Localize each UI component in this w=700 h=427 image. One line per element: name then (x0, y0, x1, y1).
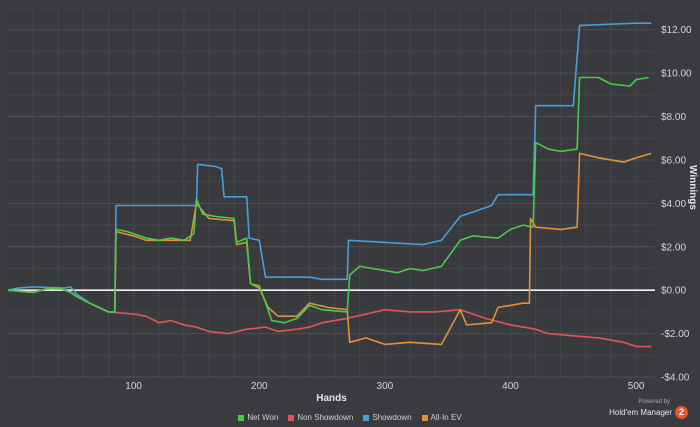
legend-label: Non Showdown (297, 413, 354, 422)
legend-swatch-icon (288, 414, 295, 421)
chart-legend: Net Won Non Showdown Showdown All-In EV (0, 413, 700, 422)
y-tick-label: $2.00 (661, 242, 686, 253)
y-tick-label: $6.00 (661, 155, 686, 166)
legend-item-non-showdown[interactable]: Non Showdown (288, 413, 353, 422)
legend-item-all-in-ev[interactable]: All-In EV (421, 413, 462, 422)
x-tick-label: 400 (502, 381, 519, 392)
y-tick-label: -$2.00 (661, 329, 690, 340)
y-tick-label: $12.00 (661, 25, 692, 36)
y-tick-label: $0.00 (661, 286, 686, 297)
plot-area (8, 8, 655, 377)
x-tick-label: 100 (125, 381, 142, 392)
powered-by-label: Powered by (638, 399, 670, 405)
y-axis-title: Winnings (687, 165, 698, 210)
legend-swatch-icon (363, 414, 370, 421)
branding: Powered by Hold'em Manager 2 (609, 399, 688, 421)
legend-item-net-won[interactable]: Net Won (238, 413, 278, 422)
legend-label: Showdown (372, 413, 412, 422)
y-tick-label: -$4.00 (661, 373, 690, 384)
legend-swatch-icon (421, 414, 428, 421)
x-tick-label: 200 (251, 381, 268, 392)
legend-swatch-icon (238, 414, 245, 421)
product-name: Hold'em Manager (609, 407, 672, 417)
x-axis-title: Hands (316, 393, 347, 404)
y-tick-label: $10.00 (661, 69, 692, 80)
y-tick-label: $8.00 (661, 112, 686, 123)
legend-label: All-In EV (430, 413, 462, 422)
x-tick-label: 500 (628, 381, 645, 392)
series-line-net-won (7, 76, 649, 324)
brand-badge-icon: 2 (675, 406, 688, 420)
x-tick-label: 300 (377, 381, 394, 392)
legend-item-showdown[interactable]: Showdown (363, 413, 412, 422)
legend-label: Net Won (247, 413, 279, 422)
y-tick-label: $4.00 (661, 199, 686, 210)
